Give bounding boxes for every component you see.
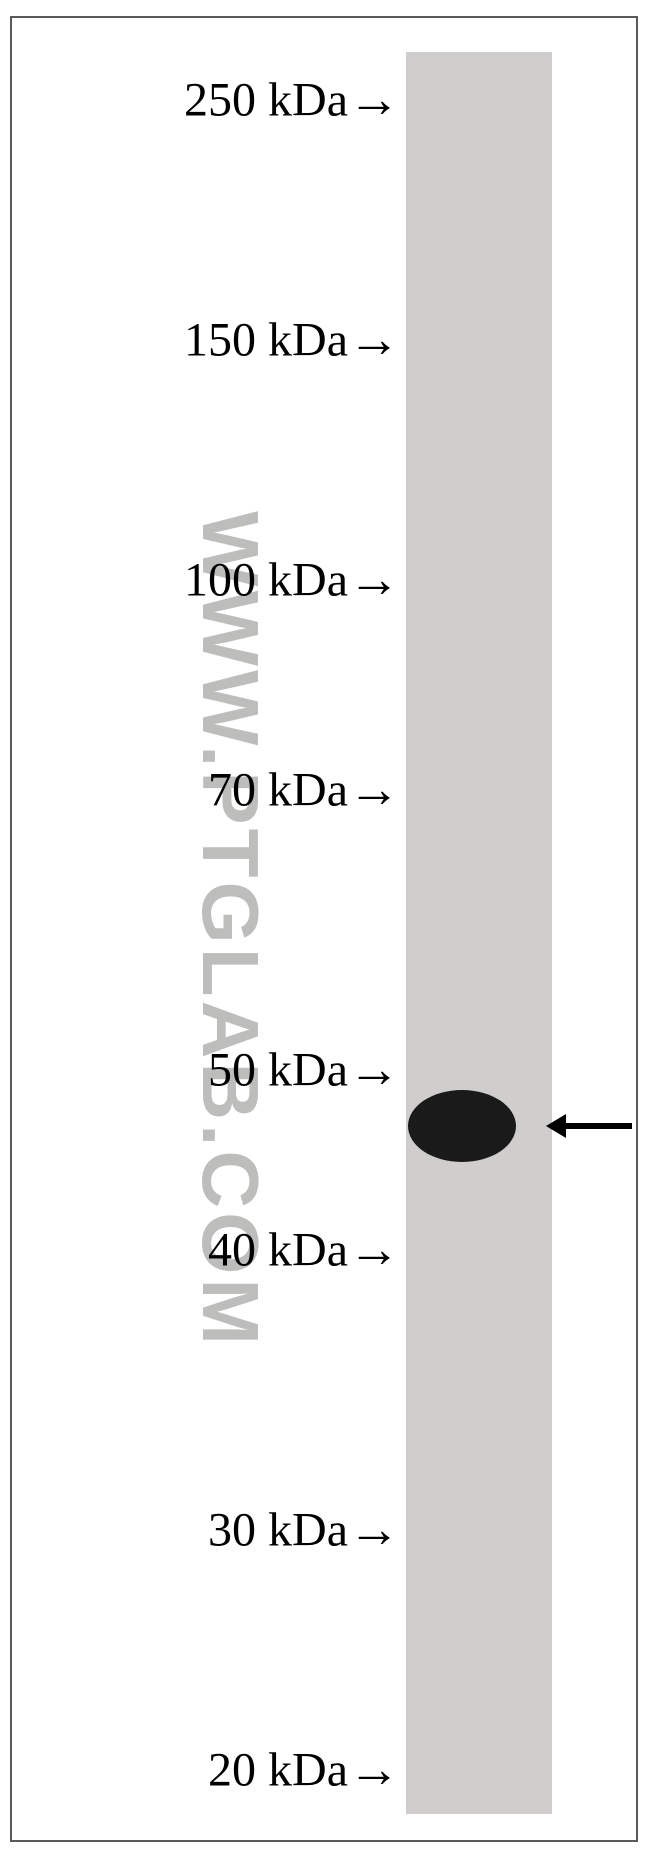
mw-marker-text: 20 kDa bbox=[208, 1743, 348, 1798]
mw-marker-text: 250 kDa bbox=[184, 73, 348, 128]
mw-marker: 30 kDa→ bbox=[208, 1501, 400, 1560]
arrow-right-icon: → bbox=[348, 551, 400, 610]
mw-marker-text: 70 kDa bbox=[208, 763, 348, 818]
arrow-right-icon: → bbox=[348, 1041, 400, 1100]
blot-lane bbox=[406, 52, 552, 1814]
arrow-right-icon: → bbox=[348, 1221, 400, 1280]
mw-marker: 70 kDa→ bbox=[208, 761, 400, 820]
mw-marker-text: 50 kDa bbox=[208, 1043, 348, 1098]
arrow-right-icon: → bbox=[348, 71, 400, 130]
mw-marker-text: 150 kDa bbox=[184, 313, 348, 368]
arrow-right-icon: → bbox=[348, 1741, 400, 1800]
protein-band bbox=[408, 1090, 516, 1162]
band-indicator-arrow bbox=[544, 1112, 634, 1140]
mw-marker-text: 30 kDa bbox=[208, 1503, 348, 1558]
mw-marker-text: 100 kDa bbox=[184, 553, 348, 608]
arrow-right-icon: → bbox=[348, 1501, 400, 1560]
mw-marker: 20 kDa→ bbox=[208, 1741, 400, 1800]
mw-marker: 100 kDa→ bbox=[184, 551, 400, 610]
mw-marker: 250 kDa→ bbox=[184, 71, 400, 130]
mw-marker-text: 40 kDa bbox=[208, 1223, 348, 1278]
mw-marker: 50 kDa→ bbox=[208, 1041, 400, 1100]
arrow-right-icon: → bbox=[348, 311, 400, 370]
mw-marker: 40 kDa→ bbox=[208, 1221, 400, 1280]
mw-marker: 150 kDa→ bbox=[184, 311, 400, 370]
arrow-right-icon: → bbox=[348, 761, 400, 820]
